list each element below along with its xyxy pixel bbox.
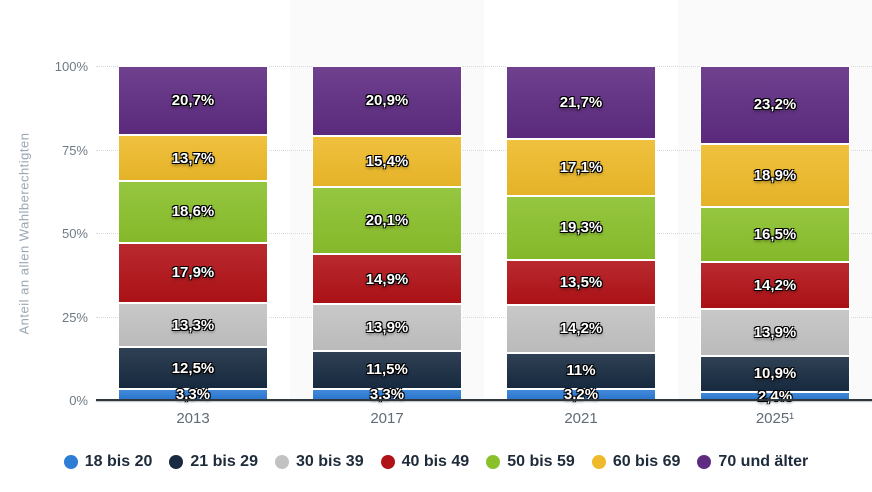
legend-color-dot-icon	[486, 455, 501, 469]
x-axis-label-2025¹: 2025¹	[755, 410, 795, 427]
bar-segment-value-label: 14,2%	[753, 276, 797, 294]
x-axis-line	[96, 399, 872, 401]
bar-segment-value-label: 10,9%	[753, 365, 797, 383]
bar-segment-value-label: 11%	[566, 362, 596, 380]
bar-segment-40-bis-49[interactable]: 17,9%	[118, 243, 268, 303]
bar-segment-40-bis-49[interactable]: 13,5%	[506, 260, 656, 306]
stacked-bar-2017: 3,3% 11,5% 13,9% 14,9% 20,1% 15,4% 20,9%	[312, 66, 462, 403]
legend-color-dot-icon	[380, 455, 395, 469]
bar-segment-70-und-älter[interactable]: 21,7%	[506, 66, 656, 139]
bar-segment-40-bis-49[interactable]: 14,9%	[312, 254, 462, 305]
bar-segment-value-label: 20,9%	[365, 92, 409, 110]
bar-segment-value-label: 3,3%	[175, 386, 211, 403]
bar-segment-50-bis-59[interactable]: 16,5%	[700, 206, 850, 262]
y-tick-label: 50%	[61, 226, 88, 241]
legend-color-dot-icon	[274, 455, 289, 469]
bar-segment-50-bis-59[interactable]: 19,3%	[506, 195, 656, 261]
bar-segment-value-label: 16,5%	[753, 225, 797, 243]
x-axis-label-2013: 2013	[176, 410, 210, 427]
legend-item-60-bis-69[interactable]: 60 bis 69	[591, 453, 681, 471]
bar-segment-value-label: 13,9%	[753, 323, 797, 341]
bar-segment-value-label: 18,6%	[171, 203, 215, 221]
bar-segment-21-bis-29[interactable]: 10,9%	[700, 355, 850, 392]
y-tick-label: 75%	[61, 142, 88, 158]
bar-segment-value-label: 13,9%	[365, 318, 409, 336]
bar-segment-30-bis-39[interactable]: 13,3%	[118, 302, 268, 348]
x-axis-label-2017: 2017	[370, 410, 404, 427]
bar-segment-60-bis-69[interactable]: 15,4%	[312, 135, 462, 188]
bar-segment-value-label: 11,5%	[366, 361, 408, 379]
bar-segment-value-label: 13,7%	[171, 149, 215, 167]
y-tick-label: 0%	[69, 393, 88, 408]
bar-segment-value-label: 17,9%	[171, 264, 215, 282]
bar-segment-70-und-älter[interactable]: 20,7%	[118, 66, 268, 136]
legend-item-30-bis-39[interactable]: 30 bis 39	[274, 453, 364, 471]
bar-segment-value-label: 2,4%	[757, 387, 793, 405]
legend-item-label: 40 bis 49	[401, 453, 470, 470]
legend-color-dot-icon	[169, 455, 184, 469]
legend-item-50-bis-59[interactable]: 50 bis 59	[486, 453, 575, 471]
bar-segment-30-bis-39[interactable]: 13,9%	[700, 309, 850, 356]
legend-item-40-bis-49[interactable]: 40 bis 49	[380, 453, 470, 471]
bar-segment-value-label: 13,3%	[171, 316, 215, 334]
gridline	[96, 149, 872, 151]
legend-color-dot-icon	[697, 455, 712, 469]
bar-segment-value-label: 19,3%	[559, 219, 603, 237]
bar-segment-21-bis-29[interactable]: 11%	[506, 352, 656, 390]
bar-segment-value-label: 20,7%	[171, 92, 215, 110]
x-axis-label-2021: 2021	[564, 410, 598, 427]
legend-item-label: 18 bis 20	[84, 453, 153, 470]
legend-item-label: 50 bis 59	[507, 453, 575, 470]
bar-segment-50-bis-59[interactable]: 20,1%	[312, 187, 462, 255]
bar-segment-21-bis-29[interactable]: 11,5%	[312, 350, 462, 389]
bar-segment-value-label: 21,7%	[559, 93, 603, 111]
bar-segment-value-label: 14,9%	[365, 270, 409, 288]
legend-item-label: 21 bis 29	[190, 453, 258, 470]
bar-segment-value-label: 23,2%	[753, 96, 797, 114]
legend: 18 bis 20 21 bis 29 30 bis 39 40 bis 49 50 b…	[0, 453, 872, 471]
stacked-bar-2013: 3,3% 12,5% 13,3% 17,9% 18,6% 13,7% 20,7%	[118, 66, 268, 403]
stacked-bar-2021: 3,2% 11% 14,2% 13,5% 19,3% 17,1% 21,7%	[506, 66, 656, 404]
y-tick-label: 25%	[61, 309, 88, 325]
legend-item-21-bis-29[interactable]: 21 bis 29	[169, 453, 258, 471]
legend-item-label: 60 bis 69	[612, 453, 681, 470]
bar-segment-value-label: 13,5%	[559, 274, 603, 292]
y-tick-label: 100%	[54, 59, 88, 74]
bar-segment-60-bis-69[interactable]: 17,1%	[506, 138, 656, 196]
bar-segment-30-bis-39[interactable]: 13,9%	[312, 304, 462, 351]
bar-segment-70-und-älter[interactable]: 23,2%	[700, 66, 850, 144]
stacked-bar-2025¹: 2,4% 10,9% 13,9% 14,2% 16,5% 18,9% 23,2%	[700, 66, 850, 405]
bar-segment-value-label: 3,3%	[369, 386, 405, 403]
bar-segment-21-bis-29[interactable]: 12,5%	[118, 347, 268, 389]
bar-segment-60-bis-69[interactable]: 18,9%	[700, 143, 850, 207]
bar-segment-value-label: 15,4%	[365, 153, 409, 171]
bar-segment-70-und-älter[interactable]: 20,9%	[312, 66, 462, 136]
bar-segment-value-label: 17,1%	[559, 158, 603, 176]
gridline	[96, 316, 872, 318]
bar-segment-50-bis-59[interactable]: 18,6%	[118, 180, 268, 244]
legend-item-label: 70 und älter	[718, 453, 809, 470]
bar-segment-value-label: 20,1%	[365, 212, 409, 230]
bar-segment-30-bis-39[interactable]: 14,2%	[506, 305, 656, 353]
bar-segment-value-label: 14,2%	[559, 320, 603, 338]
bar-segment-60-bis-69[interactable]: 13,7%	[118, 135, 268, 181]
legend-color-dot-icon	[591, 455, 606, 469]
legend-item-label: 30 bis 39	[295, 453, 364, 470]
bar-segment-value-label: 3,2%	[563, 386, 599, 404]
bar-segment-value-label: 18,9%	[753, 166, 797, 184]
gridline	[96, 233, 872, 234]
legend-item-70-und-älter[interactable]: 70 und älter	[697, 453, 808, 471]
bar-segment-value-label: 12,5%	[171, 359, 215, 377]
legend-color-dot-icon	[63, 455, 78, 469]
gridline	[96, 66, 872, 67]
legend-item-18-bis-20[interactable]: 18 bis 20	[63, 453, 153, 471]
bar-segment-40-bis-49[interactable]: 14,2%	[700, 261, 850, 310]
